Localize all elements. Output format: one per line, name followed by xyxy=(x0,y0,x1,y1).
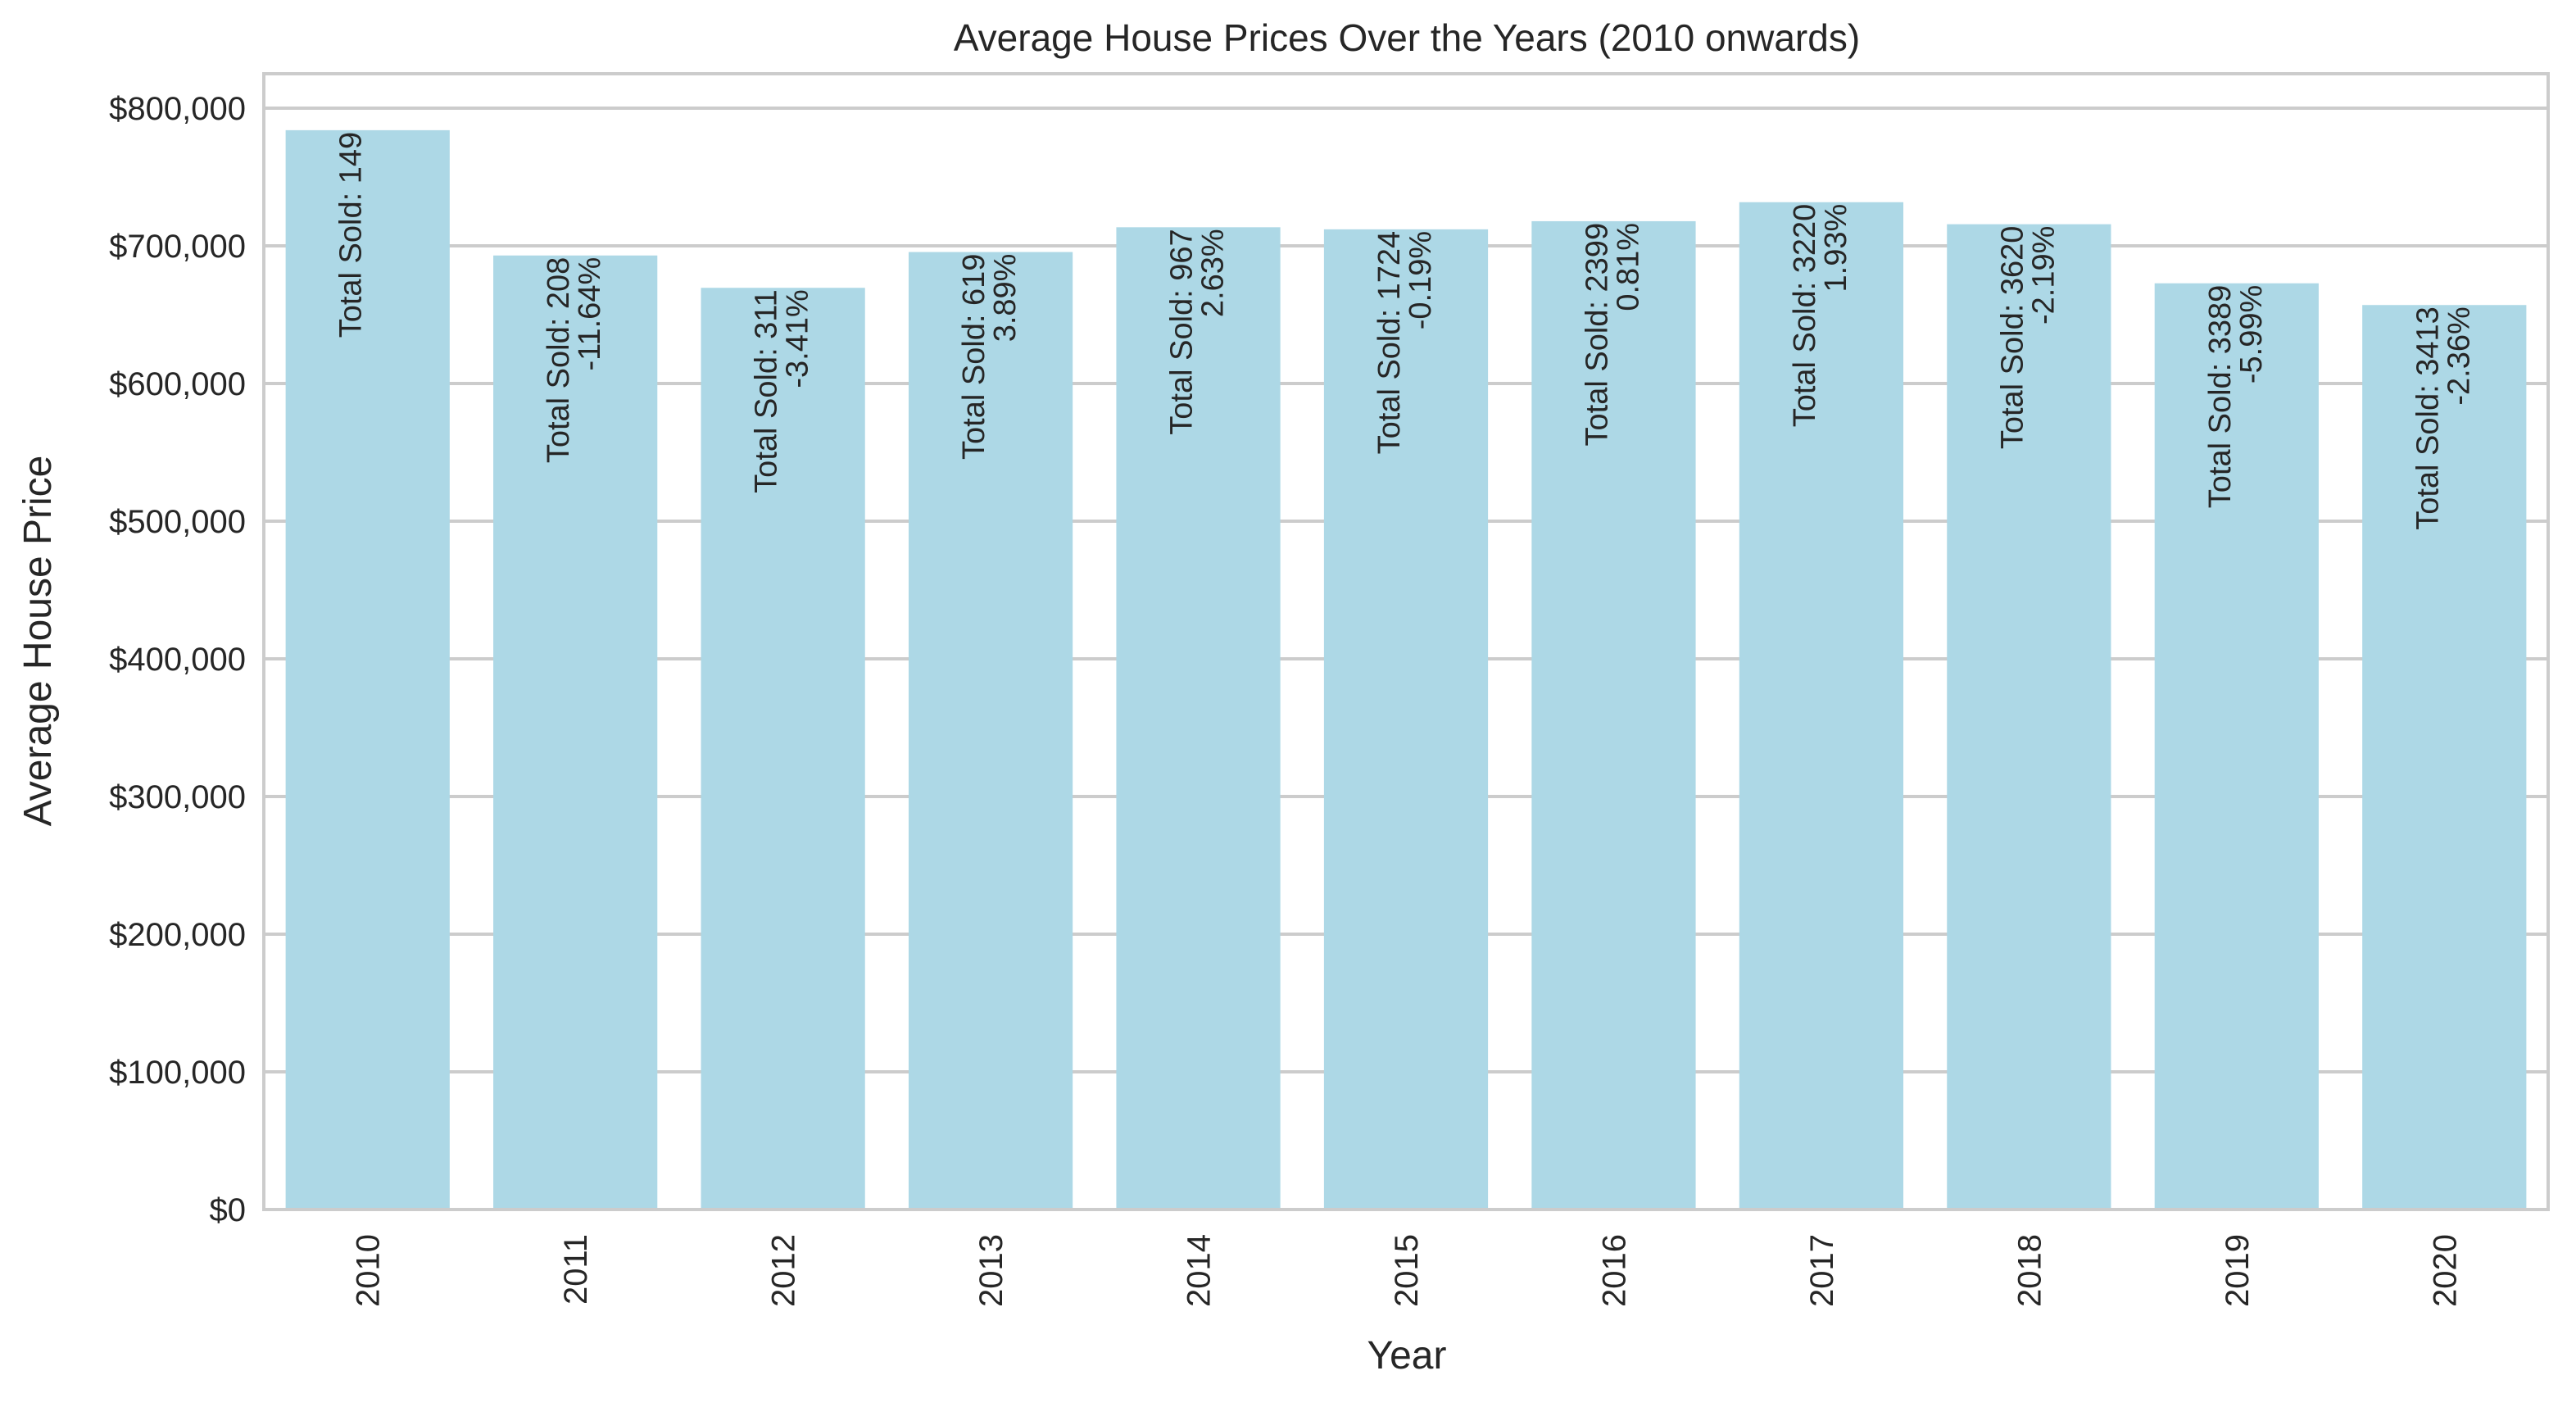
bar-2017 xyxy=(1739,202,1904,1210)
pct-change-label: 1.93% xyxy=(1819,204,1853,293)
total-sold-label: Total Sold: 3389 xyxy=(2203,285,2238,509)
bars xyxy=(285,129,2527,1210)
pct-change-label: 3.89% xyxy=(988,254,1023,343)
x-tick-label: 2020 xyxy=(2427,1234,2463,1307)
y-axis-ticks: $0 $100,000 $200,000 $300,000 $400,000 $500,0… xyxy=(109,91,246,1228)
y-tick-label: $300,000 xyxy=(109,779,246,815)
x-tick-label: 2012 xyxy=(766,1234,802,1307)
total-sold-label: Total Sold: 967 xyxy=(1165,229,1200,434)
x-tick-label: 2014 xyxy=(1181,1234,1218,1307)
y-tick-label: $600,000 xyxy=(109,366,246,402)
bar-2014 xyxy=(1116,227,1281,1210)
total-sold-label: Total Sold: 3220 xyxy=(1788,204,1822,428)
plot-frame xyxy=(262,72,2550,1211)
total-sold-label: Total Sold: 1724 xyxy=(1372,231,1407,455)
x-tick-label: 2017 xyxy=(1804,1234,1840,1307)
pct-change-label: 2.63% xyxy=(1196,229,1231,317)
y-tick-label: $0 xyxy=(210,1192,247,1228)
bar-2018 xyxy=(1947,224,2111,1210)
x-axis-label: Year xyxy=(1367,1334,1447,1377)
total-sold-label: Total Sold: 149 xyxy=(334,132,369,338)
x-tick-label: 2018 xyxy=(2011,1234,2048,1307)
pct-change-label: 0.81% xyxy=(1611,223,1645,311)
x-axis-ticks: 2010 2011 2012 2013 2014 2015 2016 2017 2018 2019… xyxy=(351,1234,2464,1307)
chart-title: Average House Prices Over the Years (201… xyxy=(954,16,1860,59)
bar-2013 xyxy=(908,252,1073,1210)
x-tick-label: 2010 xyxy=(351,1234,387,1307)
total-sold-label: Total Sold: 3413 xyxy=(2410,306,2445,530)
pct-change-label: -3.41% xyxy=(781,289,815,388)
y-tick-label: $500,000 xyxy=(109,504,246,540)
bar-2016 xyxy=(1531,220,1696,1210)
y-tick-label: $100,000 xyxy=(109,1055,246,1091)
bar-2012 xyxy=(701,288,865,1210)
x-tick-label: 2016 xyxy=(1596,1234,1632,1307)
bar-labels: Total Sold: 149 Total Sold: 208-11.64% Tot… xyxy=(334,132,2477,530)
bar-2010 xyxy=(285,129,450,1210)
bar-2011 xyxy=(493,255,658,1210)
x-tick-label: 2011 xyxy=(558,1234,594,1305)
y-tick-label: $400,000 xyxy=(109,642,246,678)
bar-2019 xyxy=(2154,283,2319,1210)
pct-change-label: -2.19% xyxy=(2026,226,2061,325)
pct-change-label: -2.36% xyxy=(2442,306,2476,405)
total-sold-label: Total Sold: 619 xyxy=(957,254,991,460)
x-tick-label: 2013 xyxy=(973,1234,1009,1307)
x-tick-label: 2019 xyxy=(2220,1234,2256,1307)
pct-change-label: -0.19% xyxy=(1404,231,1438,329)
pct-change-label: -5.99% xyxy=(2234,285,2269,384)
y-tick-label: $700,000 xyxy=(109,229,246,265)
y-axis-label: Average House Price xyxy=(16,456,60,827)
total-sold-label: Total Sold: 208 xyxy=(542,257,576,463)
pct-change-label: -11.64% xyxy=(573,257,607,371)
bar-2020 xyxy=(2362,305,2527,1210)
x-tick-label: 2015 xyxy=(1389,1234,1425,1307)
bar-2015 xyxy=(1323,229,1489,1210)
y-tick-label: $200,000 xyxy=(109,917,246,953)
y-tick-label: $800,000 xyxy=(109,91,246,127)
total-sold-label: Total Sold: 2399 xyxy=(1580,223,1614,447)
total-sold-label: Total Sold: 3620 xyxy=(1995,226,2030,450)
total-sold-label: Total Sold: 311 xyxy=(750,289,784,493)
